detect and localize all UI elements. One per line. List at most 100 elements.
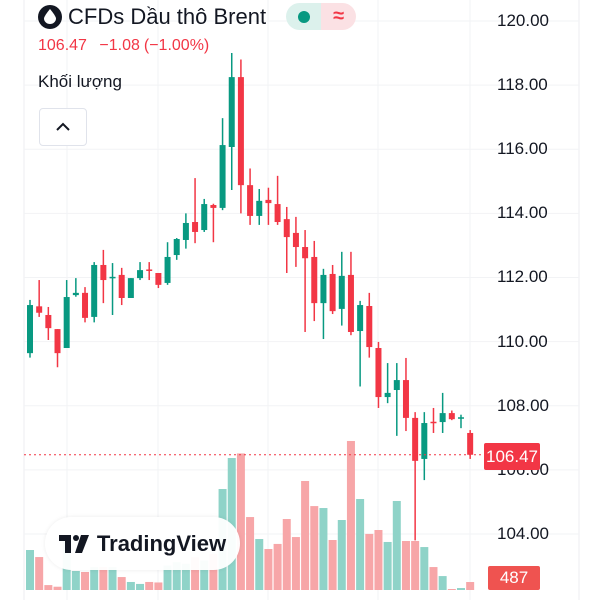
- price-axis-label: 108.00: [497, 395, 549, 415]
- candle-body: [439, 413, 446, 423]
- volume-bar: [438, 576, 447, 590]
- candle-body: [155, 272, 162, 285]
- volume-bar: [411, 540, 420, 590]
- candle-body: [192, 222, 199, 232]
- delayed-data-icon: ≈: [321, 3, 357, 30]
- candle-body: [412, 417, 419, 461]
- volume-bar: [44, 585, 53, 590]
- last-price: 106.47: [38, 37, 87, 54]
- candle-body: [320, 274, 327, 304]
- candle-body: [127, 278, 134, 298]
- symbol-header[interactable]: CFDs Dầu thô Brent ≈: [38, 3, 357, 30]
- candles: [27, 53, 474, 541]
- candle-body: [430, 421, 437, 424]
- volume-bar: [145, 581, 154, 590]
- candle-body: [173, 239, 180, 256]
- volume-bar: [99, 567, 108, 590]
- price-axis-label: 114.00: [497, 203, 548, 223]
- volume-bar: [273, 543, 282, 590]
- volume-bar: [246, 517, 255, 590]
- volume-bar: [374, 530, 383, 590]
- volume-bar: [200, 560, 209, 590]
- volume-bar: [346, 440, 355, 590]
- price-axis-label: 110.00: [497, 331, 548, 351]
- candle-body: [457, 417, 464, 419]
- volume-bar: [310, 506, 319, 590]
- volume-bar: [163, 565, 172, 590]
- candle-body: [63, 297, 70, 349]
- candle-body: [274, 204, 281, 223]
- candle-body: [329, 273, 336, 312]
- volume-bar: [383, 541, 392, 590]
- volume-bar: [154, 582, 163, 590]
- candle-body: [146, 269, 153, 271]
- volume-indicator-label[interactable]: Khối lượng: [38, 72, 122, 91]
- candle-body: [338, 275, 345, 309]
- volume-bar: [136, 583, 145, 590]
- green-dot-icon: [297, 10, 310, 23]
- volume-bar: [209, 553, 218, 590]
- price-change-pct: (−1.00%): [143, 37, 210, 54]
- grid: [23, 0, 580, 600]
- candle-body: [375, 348, 382, 398]
- market-status-pill[interactable]: ≈: [286, 3, 357, 30]
- volume-bar: [456, 588, 465, 590]
- tradingview-mark-icon: [58, 534, 89, 553]
- volume-bar: [181, 563, 190, 590]
- candle-body: [402, 380, 409, 418]
- candle-body: [182, 222, 189, 240]
- candle-body: [137, 270, 144, 279]
- volume-bar: [392, 500, 401, 590]
- volume-bar: [356, 499, 365, 590]
- candle-body: [384, 392, 391, 398]
- volume-bar: [291, 537, 300, 590]
- volume-bar: [447, 589, 456, 590]
- candle-body: [302, 247, 309, 259]
- volume-bar: [301, 480, 310, 590]
- candle-body: [283, 219, 290, 238]
- candle-body: [247, 185, 254, 216]
- last-volume-tag: 487: [488, 566, 540, 590]
- volume-bar: [328, 540, 337, 590]
- price-quote: 106.47 −1.08 (−1.00%): [38, 37, 217, 55]
- volume-bar: [35, 557, 44, 590]
- collapse-button[interactable]: [39, 108, 87, 146]
- volume-bar: [236, 453, 245, 590]
- oil-drop-icon: [38, 4, 62, 29]
- candle-body: [210, 205, 217, 208]
- candle-body: [237, 77, 244, 186]
- price-axis-label: 120.00: [497, 11, 549, 30]
- volume-bar: [466, 582, 475, 590]
- chevron-up-icon: [56, 122, 70, 131]
- price-axis-label: 118.00: [497, 75, 548, 95]
- tradingview-logo[interactable]: TradingView: [45, 517, 240, 570]
- candle-body: [347, 274, 354, 332]
- candle-body: [109, 276, 116, 279]
- candle-body: [45, 314, 52, 329]
- candle-body: [393, 380, 400, 391]
- candle-body: [256, 200, 263, 216]
- candle-body: [219, 145, 226, 208]
- candle-body: [357, 305, 364, 332]
- volume-bar: [108, 567, 117, 590]
- candle-body: [72, 292, 79, 296]
- price-change: −1.08: [99, 37, 140, 54]
- candle-body: [36, 306, 43, 313]
- candle-body: [91, 264, 98, 317]
- volume-bar: [117, 577, 126, 590]
- volume-bar: [282, 519, 291, 590]
- volume-bar: [264, 549, 273, 590]
- candle-body: [467, 432, 474, 455]
- volume-bar: [429, 567, 438, 590]
- candle-body: [201, 204, 208, 231]
- volume-bar: [81, 571, 90, 590]
- volume-bar: [365, 533, 374, 590]
- candle-body: [448, 413, 455, 420]
- candle-body: [311, 256, 318, 304]
- candle-body: [265, 199, 272, 204]
- volume-bar: [26, 550, 34, 590]
- last-price-tag: 106.47: [484, 443, 540, 470]
- candle-body: [228, 77, 235, 147]
- candle-body: [100, 264, 107, 281]
- brand-name: TradingView: [96, 530, 227, 556]
